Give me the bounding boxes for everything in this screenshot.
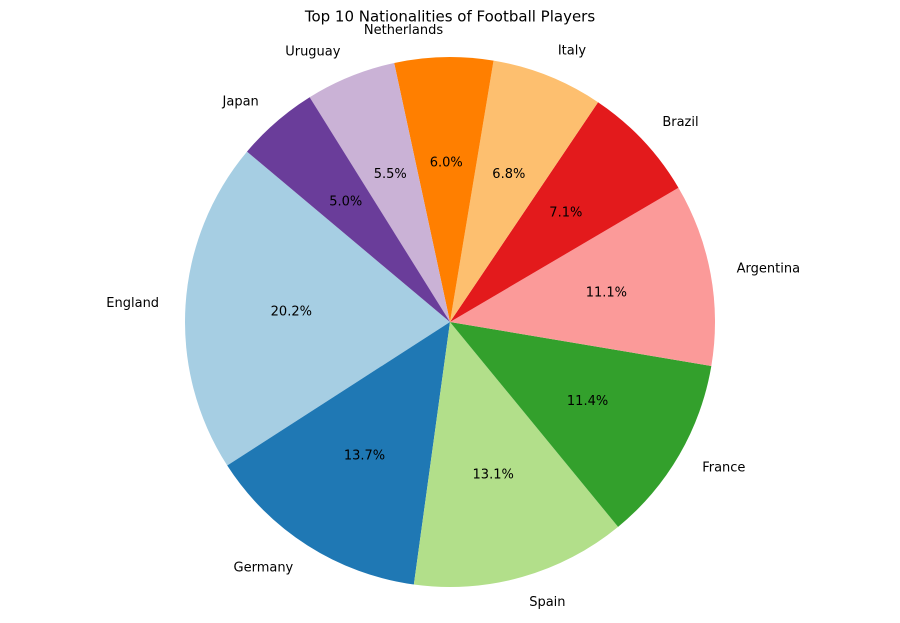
slice-percent: 6.8% [492, 167, 525, 182]
slice-percent: 7.1% [549, 206, 582, 221]
slice-label: Netherlands [364, 23, 443, 38]
slice-percent: 13.7% [344, 449, 385, 464]
slice-percent: 5.5% [374, 167, 407, 182]
slice-label: Argentina [737, 262, 800, 277]
pie-slice [450, 187, 715, 366]
pie-slice [450, 322, 712, 527]
slice-label: Germany [234, 560, 294, 575]
pie-slice [246, 97, 450, 322]
slice-percent: 6.0% [430, 156, 463, 171]
slice-label: Brazil [662, 115, 698, 130]
pie-slice [394, 57, 494, 322]
pie-slice [450, 60, 599, 323]
slice-label: Italy [558, 44, 587, 59]
slice-percent: 5.0% [329, 194, 362, 209]
slice-label: Uruguay [285, 44, 341, 59]
pie-slice [184, 151, 450, 466]
slice-percent: 20.2% [271, 305, 312, 320]
slice-label: Spain [529, 595, 565, 610]
chart-title: Top 10 Nationalities of Football Players [304, 8, 596, 26]
pie-slice [450, 102, 679, 322]
slice-percent: 11.4% [567, 394, 608, 409]
slice-label: Japan [222, 94, 259, 109]
pie-slice [309, 62, 450, 322]
pie-slice [413, 322, 619, 587]
slice-label: France [702, 461, 745, 476]
pie-slice [227, 322, 450, 585]
slice-label: England [106, 296, 159, 311]
slice-percent: 11.1% [586, 286, 627, 301]
slice-percent: 13.1% [473, 468, 514, 483]
